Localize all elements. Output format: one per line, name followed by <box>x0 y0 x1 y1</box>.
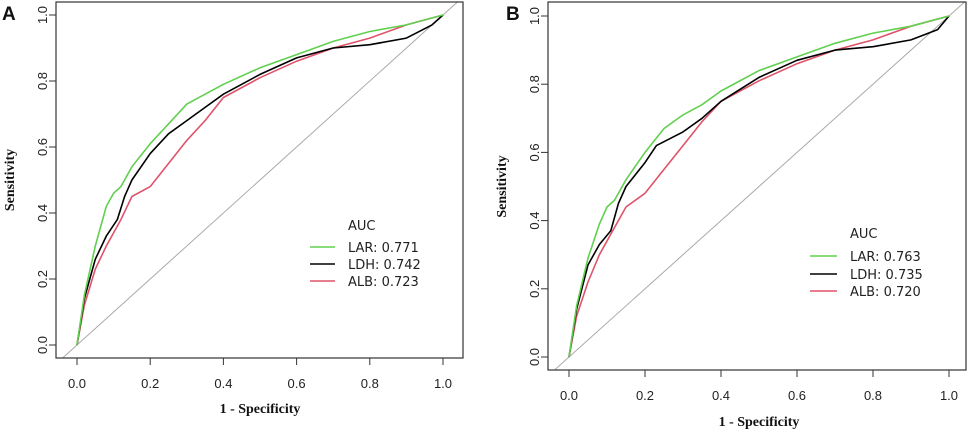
roc-curve-ldh <box>568 15 950 358</box>
plot-frame <box>55 1 464 359</box>
plot-frame <box>547 1 967 371</box>
y-tick-label: 0.2 <box>527 280 542 298</box>
legend-label-ldh: LDH: 0.742 <box>348 258 421 273</box>
legend-label-lar: LAR: 0.771 <box>348 241 419 256</box>
roc-curve-ldh <box>76 14 444 346</box>
panel-label: A <box>2 4 16 25</box>
x-tick-label: 0.0 <box>68 376 86 391</box>
reference-diagonal <box>553 2 966 370</box>
y-tick-label: 1.0 <box>35 6 50 24</box>
y-tick-label: 0.0 <box>35 336 50 354</box>
roc-curve-lar <box>76 14 444 346</box>
roc-panel-b: B 0.0 0.2 0.4 0.6 0.8 1.0 0.0 0.2 0.4 0.6 0.8 1.0 1 -… <box>495 1 967 430</box>
y-tick-label: 1.0 <box>527 7 542 25</box>
x-tick-label: 0.8 <box>361 376 379 391</box>
x-tick-label: 0.4 <box>214 376 232 391</box>
x-tick-label: 0.2 <box>636 388 654 403</box>
x-axis-label: 1 - Specificity <box>220 402 301 417</box>
roc-curve-alb <box>568 15 950 358</box>
x-tick-label: 0.2 <box>141 376 159 391</box>
legend-title: AUC <box>850 227 878 242</box>
roc-curve-lar <box>568 15 950 358</box>
x-tick-label: 0.0 <box>560 388 578 403</box>
y-tick-label: 0.0 <box>527 348 542 366</box>
legend-label-alb: ALB: 0.720 <box>850 285 921 300</box>
roc-curve-alb <box>76 14 444 346</box>
y-tick-label: 0.8 <box>35 72 50 90</box>
x-tick-label: 1.0 <box>434 376 452 391</box>
x-tick-label: 0.8 <box>864 388 882 403</box>
y-tick-label: 0.8 <box>527 75 542 93</box>
legend-label-lar: LAR: 0.763 <box>850 250 921 265</box>
y-tick-label: 0.6 <box>527 143 542 161</box>
y-tick-label: 0.4 <box>527 212 542 230</box>
y-axis-label: Sensitivity <box>495 155 510 217</box>
y-tick-label: 0.6 <box>35 138 50 156</box>
legend-label-alb: ALB: 0.723 <box>348 275 419 290</box>
x-tick-label: 0.4 <box>712 388 730 403</box>
panel-label: B <box>506 4 520 25</box>
x-tick-label: 1.0 <box>940 388 958 403</box>
legend-title: AUC <box>348 219 376 234</box>
reference-diagonal <box>61 2 459 358</box>
roc-panel-a: A 0.0 0.2 0.4 0.6 0.8 1.0 0.0 0.2 0.4 0.6 0.8 1.0 1 -… <box>2 1 464 417</box>
legend: AUC LAR: 0.763 LDH: 0.735 ALB: 0.720 <box>810 227 923 300</box>
x-tick-label: 0.6 <box>788 388 806 403</box>
y-axis-label: Sensitivity <box>3 149 18 211</box>
y-tick-label: 0.4 <box>35 204 50 222</box>
legend-label-ldh: LDH: 0.735 <box>850 268 923 283</box>
y-tick-label: 0.2 <box>35 270 50 288</box>
x-tick-label: 0.6 <box>288 376 306 391</box>
x-axis-label: 1 - Specificity <box>719 415 800 430</box>
legend: AUC LAR: 0.771 LDH: 0.742 ALB: 0.723 <box>310 219 421 290</box>
